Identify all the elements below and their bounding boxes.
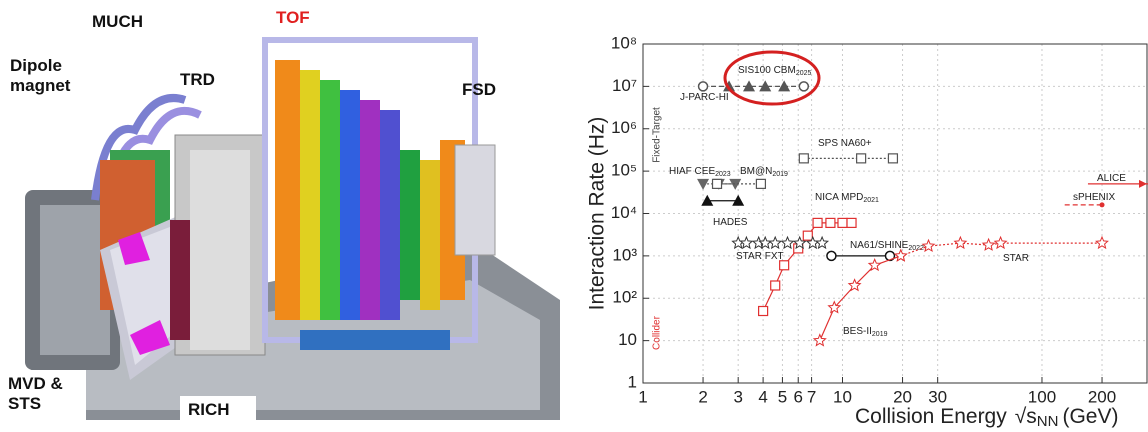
series-label-sub: 2021 bbox=[863, 197, 879, 204]
series-label: NA61/SHINE2022 bbox=[850, 240, 924, 252]
series-label: sPHENIX bbox=[1073, 192, 1116, 203]
x-axis-title-part: NN bbox=[1037, 413, 1059, 430]
point bbox=[955, 237, 966, 248]
label-mvd-sts: MVD & STS bbox=[0, 370, 86, 432]
series-label: SIS100 CBM2025 bbox=[738, 65, 811, 77]
series-label-name: SIS100 CBM bbox=[738, 65, 796, 76]
series-label-name: STAR bbox=[1003, 253, 1029, 264]
y-tick-label: 10⁶ bbox=[611, 118, 637, 137]
point bbox=[782, 237, 793, 248]
y-tick-label: 10² bbox=[612, 288, 637, 307]
point bbox=[756, 179, 765, 188]
x-tick-label: 6 bbox=[793, 387, 802, 406]
label-tof: TOF bbox=[276, 8, 310, 28]
x-tick-label: 1 bbox=[638, 387, 647, 406]
label-trd: TRD bbox=[180, 70, 215, 90]
arrow-head bbox=[1139, 180, 1147, 188]
x-tick-label: 5 bbox=[778, 387, 787, 406]
region-label: Fixed-Target bbox=[652, 107, 663, 163]
series-label: HIAF CEE2023 bbox=[669, 166, 731, 178]
x-tick-label: 4 bbox=[758, 387, 767, 406]
point bbox=[995, 237, 1006, 248]
point bbox=[771, 281, 780, 290]
x-axis-title: Collision Energy √sNN(GeV) bbox=[855, 405, 1118, 430]
series-label-name: STAR FXT bbox=[736, 251, 784, 262]
series-label-name: SPS NA60+ bbox=[818, 138, 872, 149]
series-label-sub: 2023 bbox=[715, 171, 731, 178]
figure: 11010²10³10⁴10⁵10⁶10⁷10⁸1234567102030100… bbox=[0, 0, 1148, 432]
y-axis-title: Interaction Rate (Hz) bbox=[586, 117, 609, 311]
point bbox=[803, 231, 812, 240]
series-label-name: J-PARC-HI bbox=[680, 92, 729, 103]
highlight-ellipse bbox=[725, 52, 819, 104]
series-label: NICA MPD2021 bbox=[815, 192, 879, 204]
y-tick-label: 10 bbox=[618, 330, 637, 349]
series-label-name: NA61/SHINE bbox=[850, 240, 909, 251]
series-label: BM@N2019 bbox=[740, 166, 788, 178]
x-axis-title-part: (GeV) bbox=[1062, 405, 1118, 428]
series-label-name: NICA MPD bbox=[815, 192, 863, 203]
point bbox=[847, 218, 856, 227]
chart: 11010²10³10⁴10⁵10⁶10⁷10⁸1234567102030100… bbox=[0, 0, 1148, 432]
series-label-sub: 2019 bbox=[872, 331, 888, 338]
x-tick-label: 10 bbox=[833, 387, 852, 406]
y-tick-label: 1 bbox=[628, 372, 637, 391]
x-tick-label: 2 bbox=[698, 387, 707, 406]
series-label: BES-II2019 bbox=[843, 326, 888, 338]
label-rich: RICH bbox=[180, 396, 256, 424]
x-tick-label: 7 bbox=[807, 387, 816, 406]
label-dipole: Dipole magnet bbox=[10, 56, 80, 96]
series-label-name: sPHENIX bbox=[1073, 192, 1116, 203]
y-tick-label: 10⁷ bbox=[612, 76, 637, 95]
point bbox=[813, 218, 822, 227]
point bbox=[895, 250, 906, 261]
series-label-name: BM@N bbox=[740, 166, 772, 177]
series-label-name: HADES bbox=[713, 217, 748, 228]
point bbox=[838, 218, 847, 227]
point bbox=[826, 218, 835, 227]
series-label-name: BES-II bbox=[843, 326, 872, 337]
point bbox=[799, 154, 808, 163]
label-fsd: FSD bbox=[462, 80, 496, 100]
y-tick-label: 10⁴ bbox=[611, 203, 637, 222]
y-tick-label: 10³ bbox=[612, 245, 637, 264]
point bbox=[923, 240, 934, 251]
point bbox=[888, 154, 897, 163]
point bbox=[1100, 202, 1105, 207]
point bbox=[857, 154, 866, 163]
point bbox=[827, 251, 836, 260]
point bbox=[983, 239, 994, 250]
series-label: STAR FXT bbox=[736, 251, 784, 262]
y-tick-label: 10⁸ bbox=[611, 33, 637, 52]
point bbox=[780, 261, 789, 270]
series-label-sub: 2025 bbox=[796, 70, 812, 77]
point bbox=[713, 179, 722, 188]
series-label-sub: 2019 bbox=[772, 171, 788, 178]
series-label: ALICE bbox=[1097, 173, 1126, 184]
series-label: STAR bbox=[1003, 253, 1029, 264]
point bbox=[770, 237, 781, 248]
point bbox=[814, 335, 826, 346]
point bbox=[816, 237, 827, 248]
point bbox=[759, 307, 768, 316]
series-label-name: HIAF CEE bbox=[669, 166, 715, 177]
x-tick-label: 3 bbox=[733, 387, 742, 406]
point bbox=[741, 237, 752, 248]
x-axis-title-part: Collision Energy bbox=[855, 405, 1007, 428]
series-label: J-PARC-HI bbox=[680, 92, 729, 103]
series-label: SPS NA60+ bbox=[818, 138, 872, 149]
x-axis-title-part: √s bbox=[1015, 405, 1037, 428]
y-tick-label: 10⁵ bbox=[611, 161, 637, 180]
point bbox=[799, 82, 808, 91]
region-label: Collider bbox=[652, 315, 663, 350]
point bbox=[729, 179, 741, 190]
series-label: HADES bbox=[713, 217, 748, 228]
series-label-name: ALICE bbox=[1097, 173, 1126, 184]
point bbox=[1096, 237, 1107, 248]
label-much: MUCH bbox=[92, 12, 143, 32]
point bbox=[699, 82, 708, 91]
